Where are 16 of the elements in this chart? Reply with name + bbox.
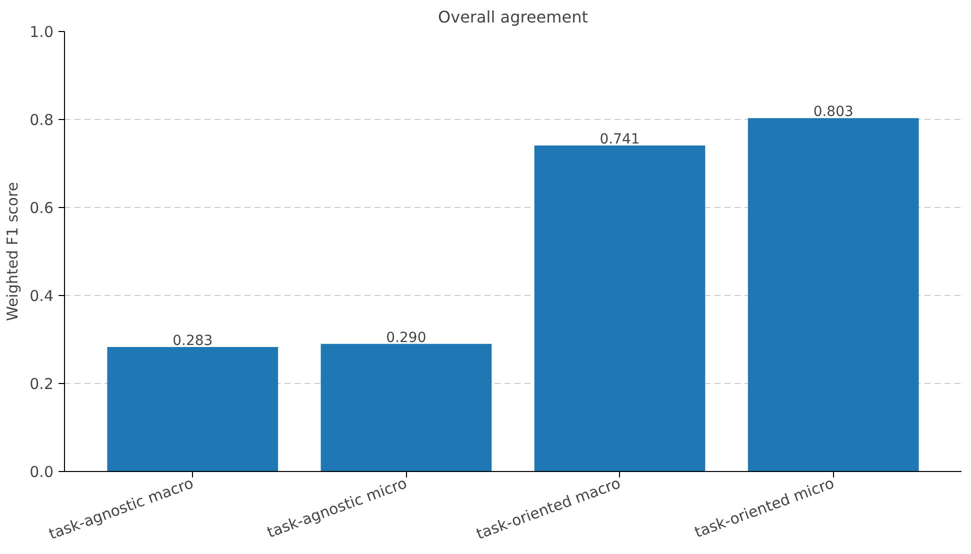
y-tick-label: 0.2 [30, 375, 54, 393]
data-label: 0.283 [172, 332, 213, 349]
y-tick-label: 0.6 [30, 199, 54, 217]
bar [320, 344, 492, 472]
y-tick-label: 0.0 [30, 463, 54, 481]
y-tick-label: 0.4 [30, 287, 54, 305]
y-tick-label: 1.0 [30, 23, 54, 41]
y-tick-label: 0.8 [30, 111, 54, 129]
data-label: 0.290 [386, 330, 426, 346]
bar [107, 346, 278, 472]
chart-title: Overall agreement [438, 8, 588, 26]
bar [534, 145, 706, 472]
bar [748, 118, 919, 472]
data-label: 0.741 [600, 131, 640, 148]
data-label: 0.803 [813, 104, 854, 120]
y-axis-title: Weighted F1 score [4, 182, 22, 322]
